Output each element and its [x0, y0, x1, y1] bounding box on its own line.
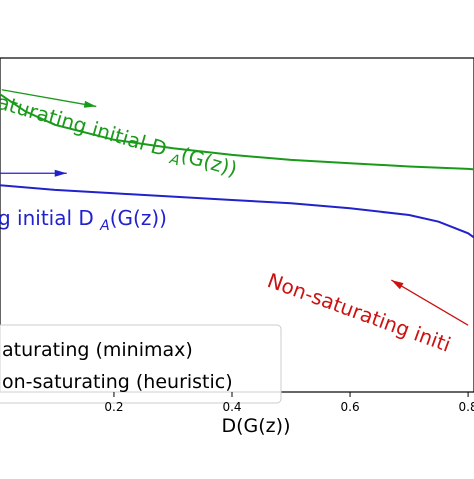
- legend-entry-1: aturating (minimax): [2, 339, 193, 361]
- legend-box: [0, 324, 282, 404]
- annotation-red: Non-saturating initi: [264, 268, 454, 357]
- annotation-arrowhead-1: [83, 100, 97, 108]
- annotation-red-main: Non-saturating initi: [264, 268, 454, 357]
- annotation-blue-main: g initial D: [0, 206, 94, 230]
- x-tick-label-1: 0.2: [104, 400, 123, 414]
- annotation-subscript: A: [99, 218, 110, 234]
- legend: aturating (minimax) on-saturating (heuri…: [0, 324, 282, 404]
- annotation-green: aturating initial D A(G(z)): [0, 90, 240, 185]
- x-tick-label-2: 0.4: [222, 400, 241, 414]
- annotation-subscript: A: [167, 151, 182, 169]
- annotation-rest: (G(z)): [178, 142, 240, 181]
- annotation-rest: (G(z)): [110, 206, 167, 230]
- annotation-arrowhead-3: [391, 280, 404, 290]
- legend-entry-2: on-saturating (heuristic): [2, 371, 233, 393]
- annotation-blue: g initial D A(G(z)): [0, 206, 167, 234]
- x-tick-label-3: 0.6: [341, 400, 360, 414]
- annotation-arrow-1: [1, 89, 97, 108]
- series-line-1: [0, 184, 474, 239]
- annotation-arrowhead-2: [54, 169, 67, 177]
- series-line-2: [0, 92, 474, 171]
- x-tick-label-4: 0.8: [459, 400, 474, 414]
- annotation-arrow-3: [391, 279, 469, 326]
- x-axis-label: D(G(z)): [222, 415, 291, 437]
- annotation-green-main: aturating initial D: [0, 90, 170, 161]
